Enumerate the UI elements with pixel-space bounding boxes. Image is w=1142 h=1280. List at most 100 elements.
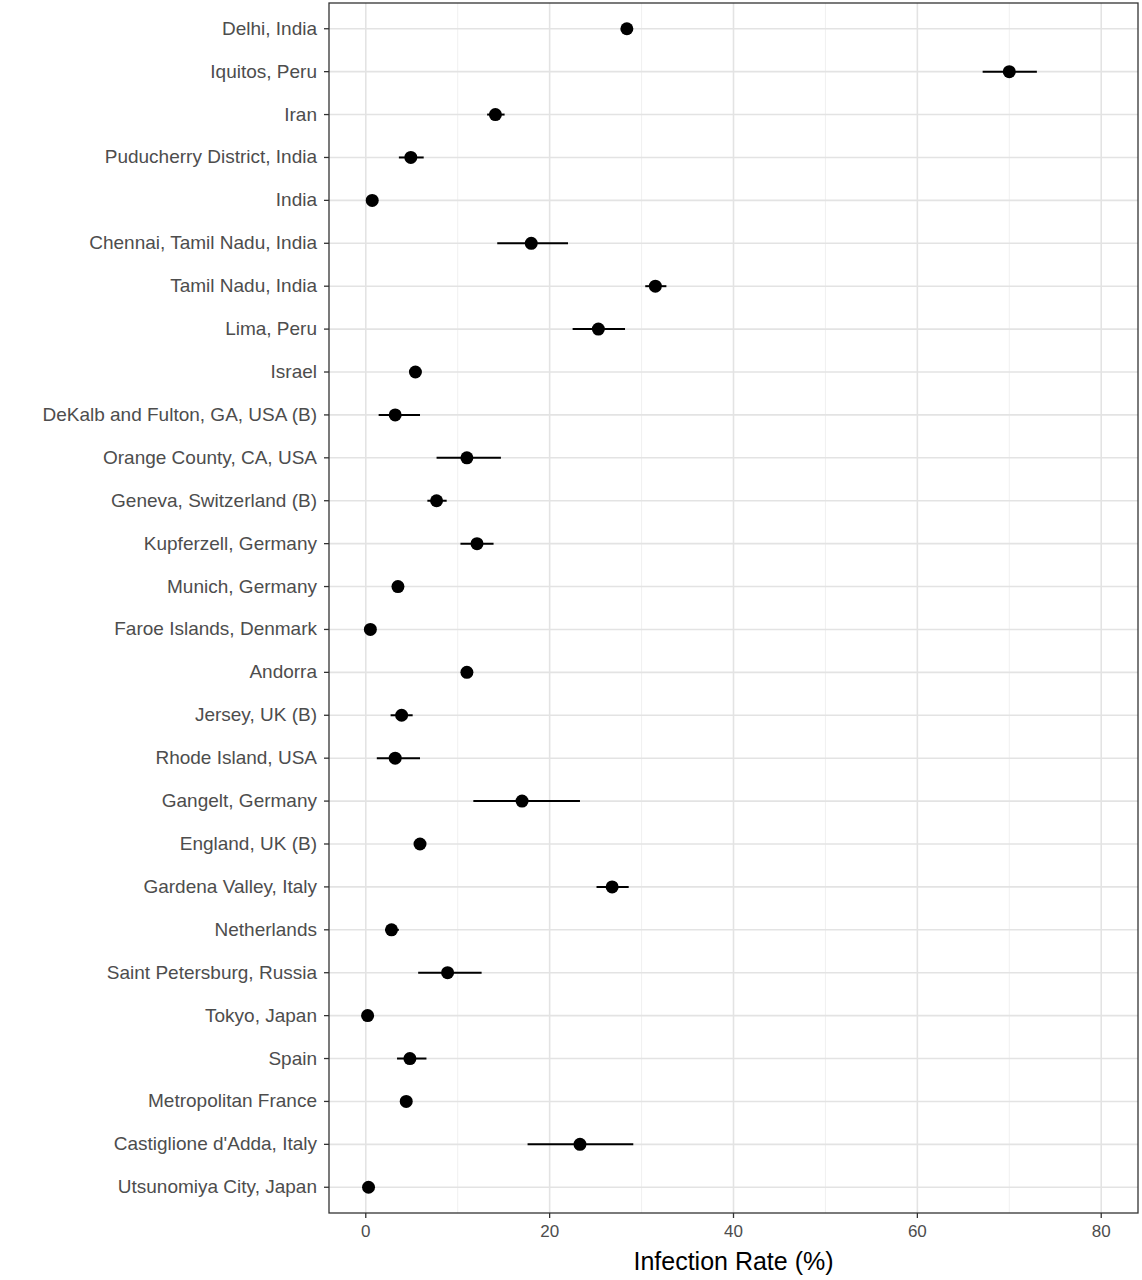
grid-line-y (329, 843, 1138, 845)
tick-mark-y (324, 800, 329, 801)
category-label: Delhi, India (222, 18, 317, 39)
grid-line-y (329, 371, 1138, 373)
category-label: Jersey, UK (B) (195, 704, 317, 725)
point (391, 580, 404, 593)
tick-label: 80 (1092, 1222, 1111, 1241)
tick-mark-y (324, 500, 329, 501)
grid-line-y (329, 672, 1138, 674)
tick-mark (549, 1213, 550, 1218)
plot-frame (329, 3, 1138, 1213)
minor-grid-line (1009, 3, 1010, 1213)
category-label: Geneva, Switzerland (B) (111, 490, 317, 511)
tick-label: 20 (540, 1222, 559, 1241)
category-label: Gardena Valley, Italy (143, 876, 317, 897)
tick-label: 60 (908, 1222, 927, 1241)
grid-line-y (329, 200, 1138, 202)
grid-line-y (329, 1058, 1138, 1060)
point (364, 623, 377, 636)
tick-mark-y (324, 114, 329, 115)
grid-line (733, 3, 735, 1213)
category-label: Orange County, CA, USA (103, 447, 317, 468)
tick-mark-y (324, 843, 329, 844)
grid-line-y (329, 1186, 1138, 1188)
tick-mark-y (324, 629, 329, 630)
grid-line (1100, 3, 1102, 1213)
tick-mark-y (324, 886, 329, 887)
tick-mark-y (324, 200, 329, 201)
tick-mark-y (324, 586, 329, 587)
grid-line-y (329, 1015, 1138, 1017)
category-label: Tokyo, Japan (205, 1005, 317, 1026)
grid-line-y (329, 500, 1138, 502)
category-label: Netherlands (215, 919, 317, 940)
point (592, 323, 605, 336)
tick-label: 40 (724, 1222, 743, 1241)
tick-mark-y (324, 286, 329, 287)
grid-line (917, 3, 919, 1213)
tick-mark-y (324, 157, 329, 158)
tick-mark-y (324, 758, 329, 759)
grid-line-y (329, 714, 1138, 716)
point (460, 666, 473, 679)
grid-line-y (329, 285, 1138, 287)
category-label: England, UK (B) (180, 833, 317, 854)
tick-mark (733, 1213, 734, 1218)
point (460, 451, 473, 464)
category-label: Iquitos, Peru (210, 61, 317, 82)
category-label: Lima, Peru (225, 318, 317, 339)
grid-line-y (329, 242, 1138, 244)
category-label: Saint Petersburg, Russia (107, 962, 318, 983)
category-label: Andorra (249, 661, 317, 682)
grid-line-y (329, 886, 1138, 888)
tick-mark-y (324, 243, 329, 244)
category-label: Munich, Germany (167, 576, 317, 597)
tick-mark-y (324, 672, 329, 673)
point (606, 880, 619, 893)
point (620, 22, 633, 35)
point (471, 537, 484, 550)
grid-line-y (329, 586, 1138, 588)
category-label: Iran (284, 104, 317, 125)
grid-line-y (329, 629, 1138, 631)
point (649, 280, 662, 293)
category-label: Chennai, Tamil Nadu, India (89, 232, 317, 253)
point (366, 194, 379, 207)
tick-mark-y (324, 457, 329, 458)
grid-line-y (329, 1101, 1138, 1103)
tick-mark-y (324, 71, 329, 72)
grid-line (365, 3, 367, 1213)
grid-line-y (329, 414, 1138, 416)
point (489, 108, 502, 121)
minor-grid-line (457, 3, 458, 1213)
category-label: India (276, 189, 318, 210)
point (573, 1138, 586, 1151)
point (385, 923, 398, 936)
tick-mark-y (324, 1144, 329, 1145)
tick-mark-y (324, 972, 329, 973)
tick-mark-y (324, 371, 329, 372)
category-label: Tamil Nadu, India (170, 275, 317, 296)
tick-mark-y (324, 414, 329, 415)
tick-mark-y (324, 715, 329, 716)
category-label: Metropolitan France (148, 1090, 317, 1111)
grid-line (549, 3, 551, 1213)
tick-mark-y (324, 929, 329, 930)
tick-mark-y (324, 1015, 329, 1016)
point (404, 151, 417, 164)
category-label: Faroe Islands, Denmark (114, 618, 317, 639)
plot-background (329, 3, 1138, 1213)
minor-grid-line (641, 3, 642, 1213)
category-label: Rhode Island, USA (155, 747, 317, 768)
tick-label: 0 (361, 1222, 370, 1241)
axis-title: Infection Rate (%) (633, 1247, 833, 1275)
category-label: Israel (271, 361, 317, 382)
point (400, 1095, 413, 1108)
grid-line-y (329, 757, 1138, 759)
point (395, 709, 408, 722)
point (414, 837, 427, 850)
grid-line-y (329, 71, 1138, 73)
point (430, 494, 443, 507)
grid-line-y (329, 157, 1138, 159)
point (516, 795, 529, 808)
tick-mark-y (324, 28, 329, 29)
